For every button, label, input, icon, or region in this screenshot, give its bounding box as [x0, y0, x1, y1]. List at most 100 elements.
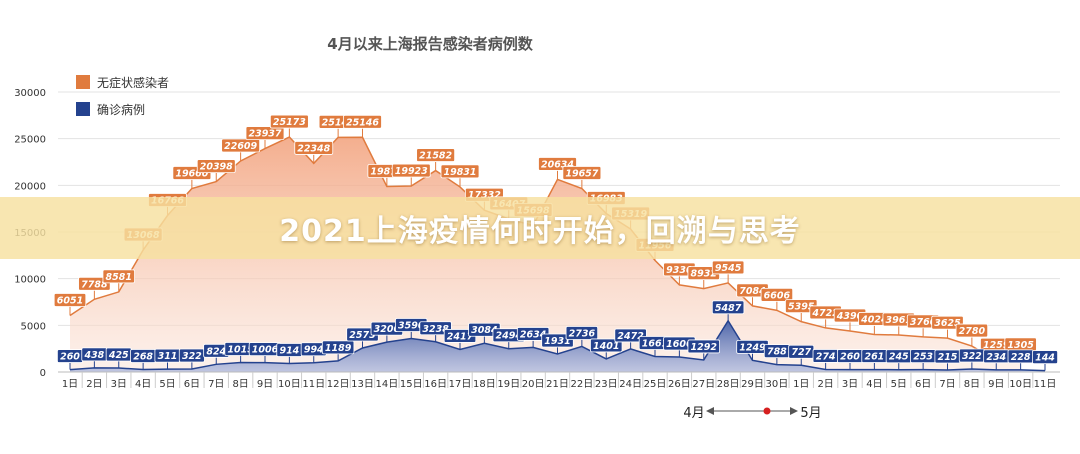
- data-label: 3760: [910, 317, 937, 328]
- data-label: 1606: [666, 339, 693, 350]
- data-label-box: [245, 126, 285, 140]
- data-label: 8581: [106, 272, 132, 283]
- x-tick-label: 15日: [400, 379, 423, 390]
- data-label-box: [343, 114, 382, 129]
- data-label: 25141: [322, 117, 355, 128]
- x-tick-label: 2日: [86, 379, 102, 390]
- confirmed-area: [70, 320, 1045, 372]
- data-label: 22609: [224, 141, 257, 152]
- data-label-box: [562, 166, 602, 180]
- x-tick-label: 14日: [376, 379, 399, 390]
- data-label-box: [321, 340, 355, 355]
- legend-swatch-asymptomatic: [76, 75, 90, 89]
- x-tick-label: 2日: [817, 379, 833, 390]
- x-tick-label: 27日: [692, 379, 715, 390]
- data-label: 9545: [715, 263, 742, 274]
- y-tick-label: 5000: [21, 321, 46, 332]
- data-label: 8932: [691, 269, 718, 280]
- x-tick-label: 26日: [668, 379, 691, 390]
- data-label: 274: [816, 351, 836, 362]
- data-label: 7084: [739, 286, 766, 297]
- data-label: 1189: [325, 343, 352, 354]
- data-label: 215: [938, 352, 958, 363]
- data-label: 4024: [860, 314, 888, 325]
- data-label: 25146: [346, 117, 379, 128]
- title-banner: 2021上海疫情何时开始，回溯与思考: [0, 197, 1080, 259]
- data-label: 1305: [1007, 340, 1034, 351]
- x-tick-label: 6日: [184, 379, 200, 390]
- x-tick-label: 11日: [302, 379, 325, 390]
- data-label-box: [416, 148, 456, 162]
- data-label: 3625: [934, 318, 961, 329]
- data-label-box: [1032, 350, 1059, 365]
- x-tick-label: 21日: [546, 379, 569, 390]
- data-label: 6606: [764, 290, 791, 301]
- x-tick-label: 22日: [571, 379, 594, 390]
- data-label: 1015: [227, 345, 254, 356]
- data-label: 4722: [811, 308, 839, 319]
- x-tick-label: 13日: [351, 379, 374, 390]
- data-label: 228: [1011, 352, 1031, 363]
- data-label: 5395: [788, 302, 815, 313]
- data-label: 2736: [569, 328, 596, 339]
- data-label: 1931: [544, 336, 570, 347]
- data-label: 25173: [273, 117, 306, 128]
- data-label-box: [196, 159, 236, 174]
- data-label: 268: [133, 351, 153, 362]
- data-label-box: [687, 339, 720, 354]
- banner-title: 2021上海疫情何时开始，回溯与思考: [279, 214, 801, 249]
- data-label: 5487: [715, 303, 742, 314]
- x-tick-label: 11日: [1034, 379, 1057, 390]
- data-label: 19923: [395, 166, 428, 177]
- x-tick-label: 3日: [842, 379, 858, 390]
- month-label-may: 5月: [800, 406, 821, 421]
- x-tick-label: 9日: [988, 379, 1004, 390]
- data-label: 1661: [642, 338, 668, 349]
- data-label: 3084: [471, 325, 498, 336]
- data-label: 253: [913, 352, 933, 363]
- data-label: 19872: [370, 167, 403, 178]
- data-label: 260: [840, 352, 860, 363]
- data-label-box: [565, 326, 599, 340]
- data-label-box: [590, 338, 623, 353]
- x-tick-label: 10日: [1009, 379, 1032, 390]
- data-label: 144: [1035, 353, 1055, 364]
- data-label: 2780: [959, 326, 986, 337]
- data-label: 7788: [81, 279, 108, 290]
- data-label: 23937: [248, 129, 281, 140]
- x-tick-label: 12日: [327, 379, 350, 390]
- data-label: 22348: [297, 143, 330, 154]
- data-label: 2573: [349, 330, 376, 341]
- data-label: 20634: [541, 159, 574, 170]
- data-label-box: [391, 163, 431, 178]
- data-label-box: [269, 114, 309, 129]
- x-tick-label: 3日: [111, 379, 127, 390]
- data-label-box: [440, 164, 480, 179]
- x-tick-label: 30日: [766, 379, 789, 390]
- x-tick-label: 7日: [208, 379, 224, 390]
- data-label: 3590: [398, 320, 425, 331]
- data-label: 438: [83, 350, 104, 361]
- data-label: 3961: [886, 315, 912, 326]
- x-tick-label: 1日: [62, 379, 78, 390]
- month-arrow-left-icon: [706, 407, 714, 415]
- data-label: 2417: [447, 331, 474, 342]
- data-label: 1259: [983, 340, 1010, 351]
- x-tick-label: 4日: [866, 379, 882, 390]
- data-label-box: [53, 293, 87, 307]
- data-label: 1249: [739, 342, 766, 353]
- data-label-box: [931, 315, 964, 330]
- data-label: 788: [767, 347, 787, 358]
- x-tick-label: 4日: [135, 379, 151, 390]
- x-tick-label: 17日: [449, 379, 472, 390]
- legend-label-asymptomatic: 无症状感染者: [97, 75, 169, 90]
- data-label: 1006: [252, 345, 279, 356]
- chart-title: 4月以来上海报告感染者病例数: [327, 35, 533, 53]
- data-label: 17332: [468, 190, 501, 201]
- data-label: 311: [158, 351, 178, 362]
- data-label-box: [955, 323, 989, 338]
- x-tick-label: 19日: [497, 379, 520, 390]
- data-label-box: [711, 300, 745, 315]
- y-tick-label: 25000: [14, 135, 46, 146]
